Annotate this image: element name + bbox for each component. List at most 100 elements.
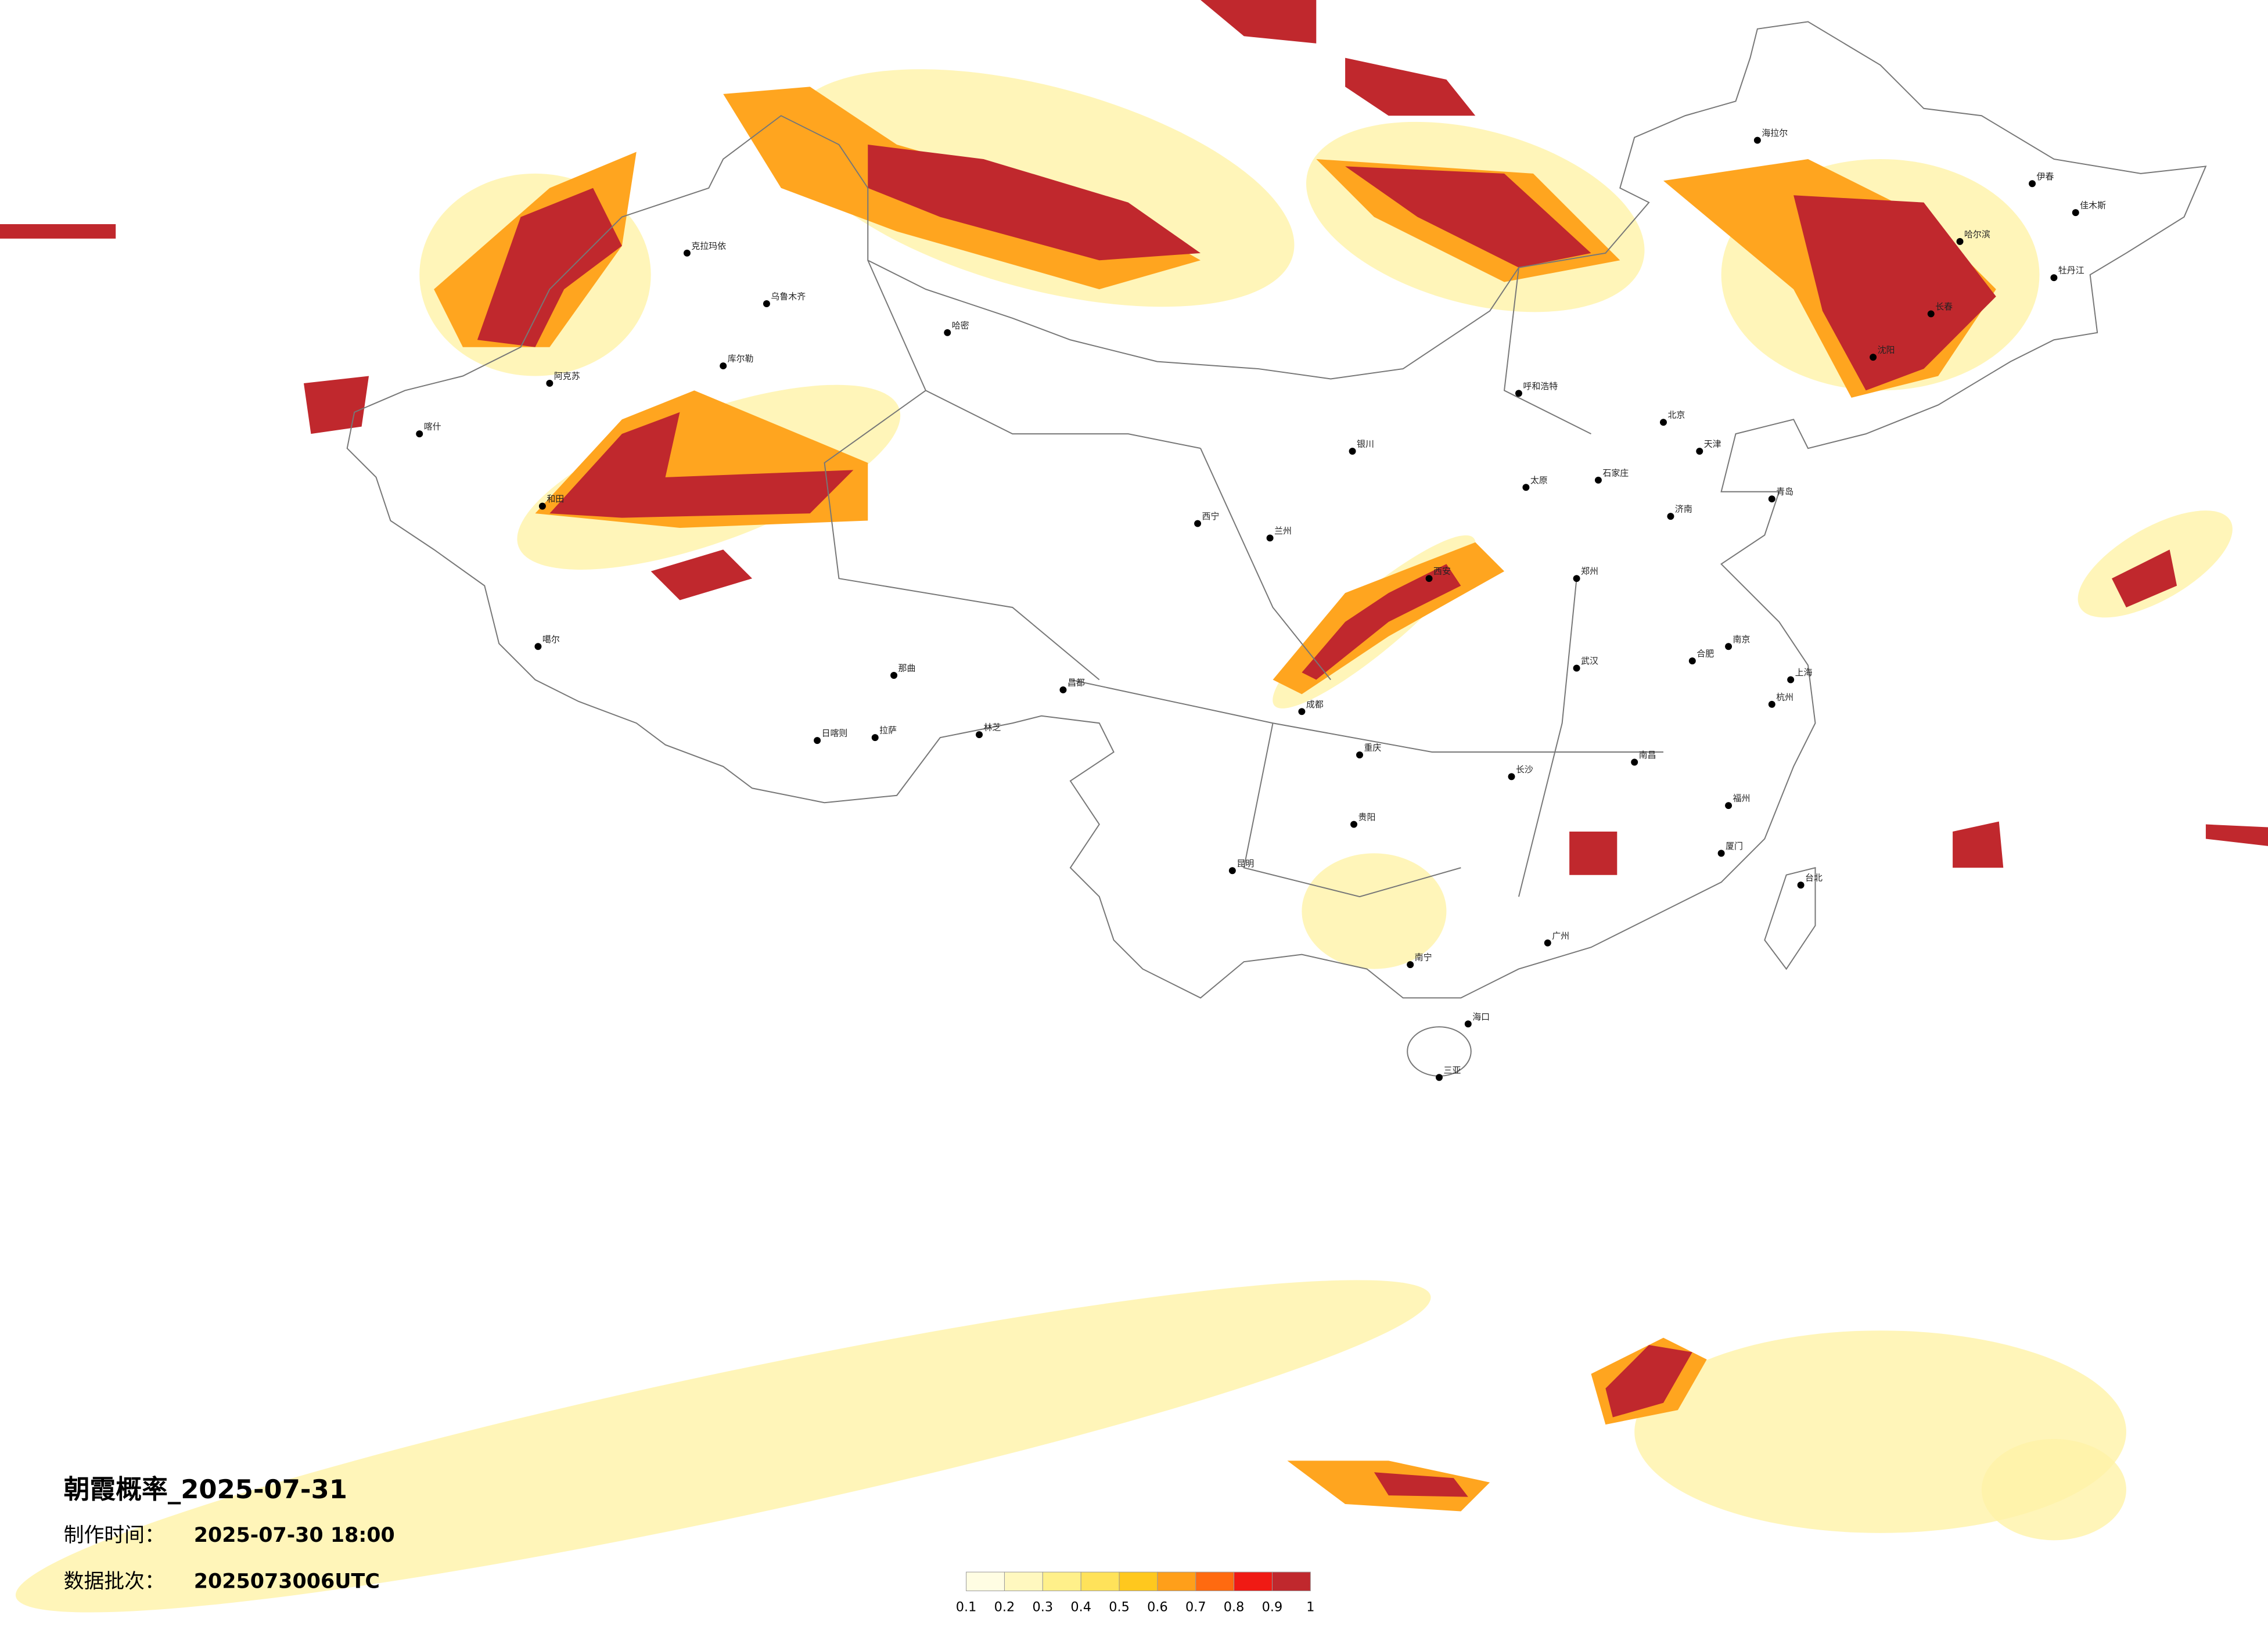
- city-label: 合肥: [1696, 649, 1714, 659]
- city-dot: [1787, 676, 1795, 684]
- city-dot: [546, 379, 553, 387]
- border: [346, 21, 2207, 1077]
- legend-tick-label: 1: [1306, 1599, 1314, 1614]
- legend-swatch: [1271, 1571, 1311, 1591]
- city-dot: [534, 643, 542, 650]
- city-label: 长春: [1935, 301, 1953, 312]
- city-dot: [1870, 354, 1877, 361]
- legend-tick-label: 0.3: [1033, 1599, 1054, 1614]
- city-dot: [976, 731, 983, 739]
- city-dot: [1573, 575, 1580, 582]
- city-dot: [1464, 1020, 1472, 1028]
- city-label: 天津: [1704, 439, 1721, 449]
- city-dot: [1573, 664, 1580, 672]
- legend-swatch: [1195, 1571, 1235, 1591]
- city-dot: [1725, 802, 1733, 810]
- legend-swatch: [1157, 1571, 1196, 1591]
- city-dot: [890, 672, 898, 679]
- city-dot: [1425, 575, 1433, 582]
- legend-tick-label: 0.1: [956, 1599, 977, 1614]
- city-dot: [1298, 708, 1306, 715]
- city-label: 西安: [1433, 566, 1451, 577]
- city-dot: [1667, 513, 1674, 520]
- city-label: 喀什: [424, 422, 441, 432]
- city-dot: [1753, 136, 1761, 144]
- city-label: 石家庄: [1602, 467, 1629, 478]
- city-dot: [1436, 1074, 1443, 1081]
- city-label: 库尔勒: [728, 354, 754, 364]
- city-dot: [1059, 686, 1067, 693]
- city-label: 长沙: [1516, 764, 1533, 775]
- city-dot: [1356, 751, 1363, 758]
- legend-tick-label: 0.2: [994, 1599, 1015, 1614]
- city-label: 和田: [547, 494, 564, 504]
- city-label: 贵阳: [1358, 812, 1376, 822]
- city-label: 林芝: [983, 722, 1001, 733]
- city-label: 哈尔滨: [1964, 229, 1990, 239]
- city-label: 噶尔: [542, 634, 560, 645]
- city-label: 牡丹江: [2058, 265, 2084, 276]
- legend-tick-label: 0.7: [1185, 1599, 1206, 1614]
- city-dot: [683, 249, 691, 257]
- city-dot: [2029, 180, 2036, 188]
- city-dot: [2050, 274, 2058, 282]
- city-dot: [1522, 484, 1530, 491]
- city-label: 青岛: [1776, 487, 1793, 497]
- legend-tick-label: 0.9: [1262, 1599, 1283, 1614]
- city-label: 南宁: [1415, 952, 1432, 963]
- city-label: 台北: [1805, 873, 1823, 883]
- legend-swatch: [1119, 1571, 1158, 1591]
- city-dot: [763, 300, 770, 307]
- city-dot: [1350, 821, 1358, 828]
- city-label: 成都: [1306, 699, 1324, 710]
- city-label: 厦门: [1726, 841, 1743, 851]
- legend-tick-label: 0.4: [1070, 1599, 1091, 1614]
- info-value: 2025073006UTC: [194, 1570, 380, 1593]
- city-label: 武汉: [1581, 656, 1598, 666]
- city-label: 南京: [1733, 634, 1751, 645]
- city-dot: [1544, 939, 1551, 947]
- legend-swatch: [1004, 1571, 1043, 1591]
- info-label: 制作时间：: [64, 1524, 165, 1547]
- city-label: 广州: [1552, 930, 1569, 941]
- city-label: 兰州: [1274, 526, 1292, 536]
- city-label: 昆明: [1237, 858, 1254, 869]
- city-label: 佳木斯: [2080, 200, 2106, 211]
- city-label: 北京: [1667, 410, 1685, 420]
- city-dot: [1349, 448, 1356, 455]
- city-label: 福州: [1733, 793, 1751, 804]
- city-label: 那曲: [898, 663, 916, 674]
- city-label: 乌鲁木齐: [771, 292, 806, 302]
- city-label: 郑州: [1581, 566, 1598, 577]
- legend-swatch: [966, 1571, 1005, 1591]
- legend-tick-label: 0.8: [1224, 1599, 1245, 1614]
- city-dot: [1266, 534, 1274, 542]
- city-label: 拉萨: [879, 725, 897, 736]
- title: 朝霞概率_2025-07-31: [64, 1474, 347, 1505]
- city-label: 南昌: [1639, 750, 1656, 760]
- legend-swatch: [1234, 1571, 1273, 1591]
- city-dot: [720, 362, 727, 370]
- city-dot: [2072, 209, 2079, 217]
- city-label: 海口: [1472, 1012, 1490, 1022]
- city-dot: [1768, 700, 1775, 708]
- city-dot: [1228, 867, 1236, 875]
- city-dot: [1717, 850, 1725, 857]
- city-dot: [944, 329, 951, 336]
- legend-tick-label: 0.5: [1109, 1599, 1130, 1614]
- city-label: 伊春: [2037, 171, 2054, 182]
- city-label: 海拉尔: [1762, 128, 1788, 138]
- city-label: 阿克苏: [554, 370, 580, 381]
- city-label: 上海: [1795, 667, 1813, 678]
- city-dot: [1956, 238, 1964, 245]
- city-dot: [871, 734, 879, 742]
- city-label: 三亚: [1443, 1065, 1461, 1075]
- city-dot: [416, 430, 423, 438]
- info-label: 数据批次：: [64, 1570, 165, 1593]
- city-dot: [814, 737, 821, 744]
- legend-swatch: [1080, 1571, 1120, 1591]
